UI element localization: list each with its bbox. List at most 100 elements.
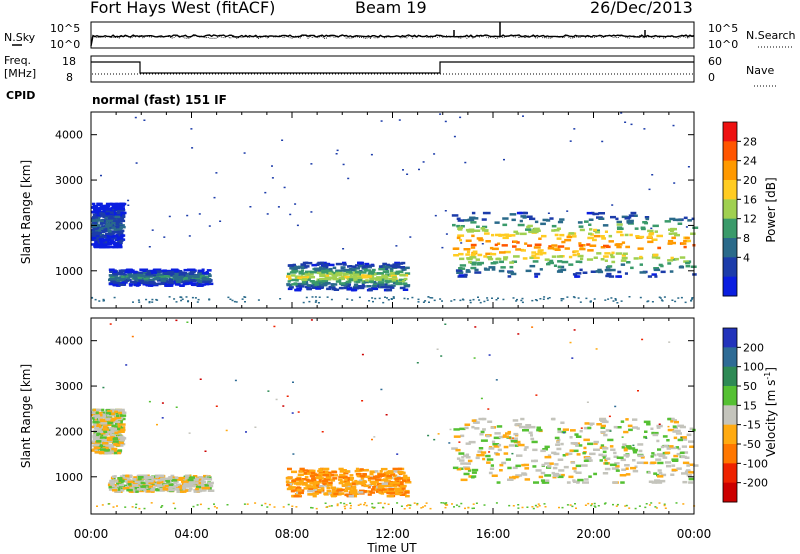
echo-cell (309, 481, 315, 485)
echo-cell (296, 491, 300, 495)
ground-scatter (227, 296, 230, 299)
echo-cell (395, 272, 400, 275)
echo-cell (493, 261, 499, 264)
echo-cell (92, 419, 99, 422)
echo-cell (113, 443, 118, 446)
echo-cell (350, 491, 358, 495)
echo-cell (302, 261, 309, 265)
echo-cell (482, 457, 486, 461)
echo-cell (456, 457, 461, 460)
echo-cell (647, 235, 653, 239)
echo-cell (684, 456, 690, 459)
echo-cell (575, 464, 582, 468)
echo-cell (509, 261, 515, 264)
echo-cell (338, 282, 346, 285)
echo-cell (119, 438, 125, 442)
echo-cell (145, 284, 150, 287)
echo-cell (298, 480, 304, 484)
echo-cell (515, 423, 523, 426)
echo-cell (307, 489, 314, 493)
scatter-point (614, 405, 617, 408)
echo-cell (469, 256, 477, 259)
echo-cell (149, 272, 154, 276)
echo-cell (141, 477, 148, 480)
echo-cell (605, 274, 612, 278)
echo-cell (466, 250, 471, 254)
echo-cell (93, 221, 97, 225)
ground-scatter (98, 300, 101, 302)
echo-cell (679, 265, 684, 268)
ground-scatter (383, 502, 386, 505)
scatter-point (637, 390, 639, 392)
scatter-point (127, 204, 130, 206)
echo-cell (358, 479, 365, 483)
ground-scatter (273, 506, 276, 508)
echo-cell (511, 218, 516, 222)
echo-cell (112, 437, 119, 441)
echo-cell (169, 273, 173, 277)
echo-cell (509, 213, 517, 216)
scatter-point (444, 120, 447, 123)
echo-cell (557, 427, 562, 431)
echo-cell (381, 274, 388, 277)
echo-cell (482, 428, 486, 431)
echo-cell (650, 427, 654, 430)
echo-cell (326, 486, 331, 490)
echo-cell (385, 269, 389, 273)
echo-cell (537, 249, 544, 252)
echo-cell (346, 283, 352, 286)
echo-cell (464, 467, 471, 471)
echo-cell (623, 447, 629, 450)
echo-cell (367, 272, 375, 275)
echo-cell (104, 418, 112, 421)
scatter-point (148, 400, 151, 403)
echo-cell (368, 264, 375, 267)
echo-cell (151, 488, 159, 491)
echo-cell (317, 489, 323, 492)
echo-cell (571, 449, 579, 453)
scatter-point (488, 451, 491, 453)
echo-cell (331, 470, 338, 474)
echo-cell (585, 456, 592, 460)
echo-cell (113, 244, 121, 248)
echo-cell (318, 272, 326, 275)
echo-cell (538, 237, 542, 240)
echo-cell (527, 244, 533, 247)
echo-cell (102, 215, 108, 219)
echo-cell (331, 489, 336, 492)
echo-cell (113, 228, 120, 231)
echo-cell (686, 239, 692, 243)
echo-cell (530, 434, 534, 437)
ground-scatter (450, 300, 453, 302)
echo-cell (658, 472, 663, 475)
scatter-point (188, 432, 191, 434)
echo-cell (314, 491, 322, 494)
scatter-point (208, 225, 211, 227)
scatter-point (215, 172, 218, 174)
ground-scatter (478, 299, 481, 301)
echo-cell (163, 273, 170, 277)
echo-cell (198, 283, 202, 287)
echo-cell (366, 285, 372, 288)
echo-cell (534, 252, 540, 256)
echo-cell (616, 456, 624, 459)
echo-cell (501, 244, 508, 247)
echo-cell (357, 491, 364, 494)
echo-cell (554, 436, 560, 440)
echo-cell (116, 217, 121, 220)
echo-cell (507, 430, 512, 434)
echo-cell (348, 482, 353, 486)
ground-scatter (365, 504, 368, 507)
echo-cell (140, 276, 146, 279)
echo-cell (515, 248, 522, 251)
echo-cell (575, 272, 582, 275)
echo-cell (552, 466, 558, 470)
echo-cell (150, 284, 154, 287)
echo-cell (197, 272, 202, 276)
scatter-point (112, 208, 115, 211)
ground-scatter (349, 502, 352, 504)
echo-cell (352, 494, 358, 498)
echo-cell (137, 276, 142, 280)
echo-cell (672, 258, 677, 261)
echo-cell (498, 435, 504, 439)
